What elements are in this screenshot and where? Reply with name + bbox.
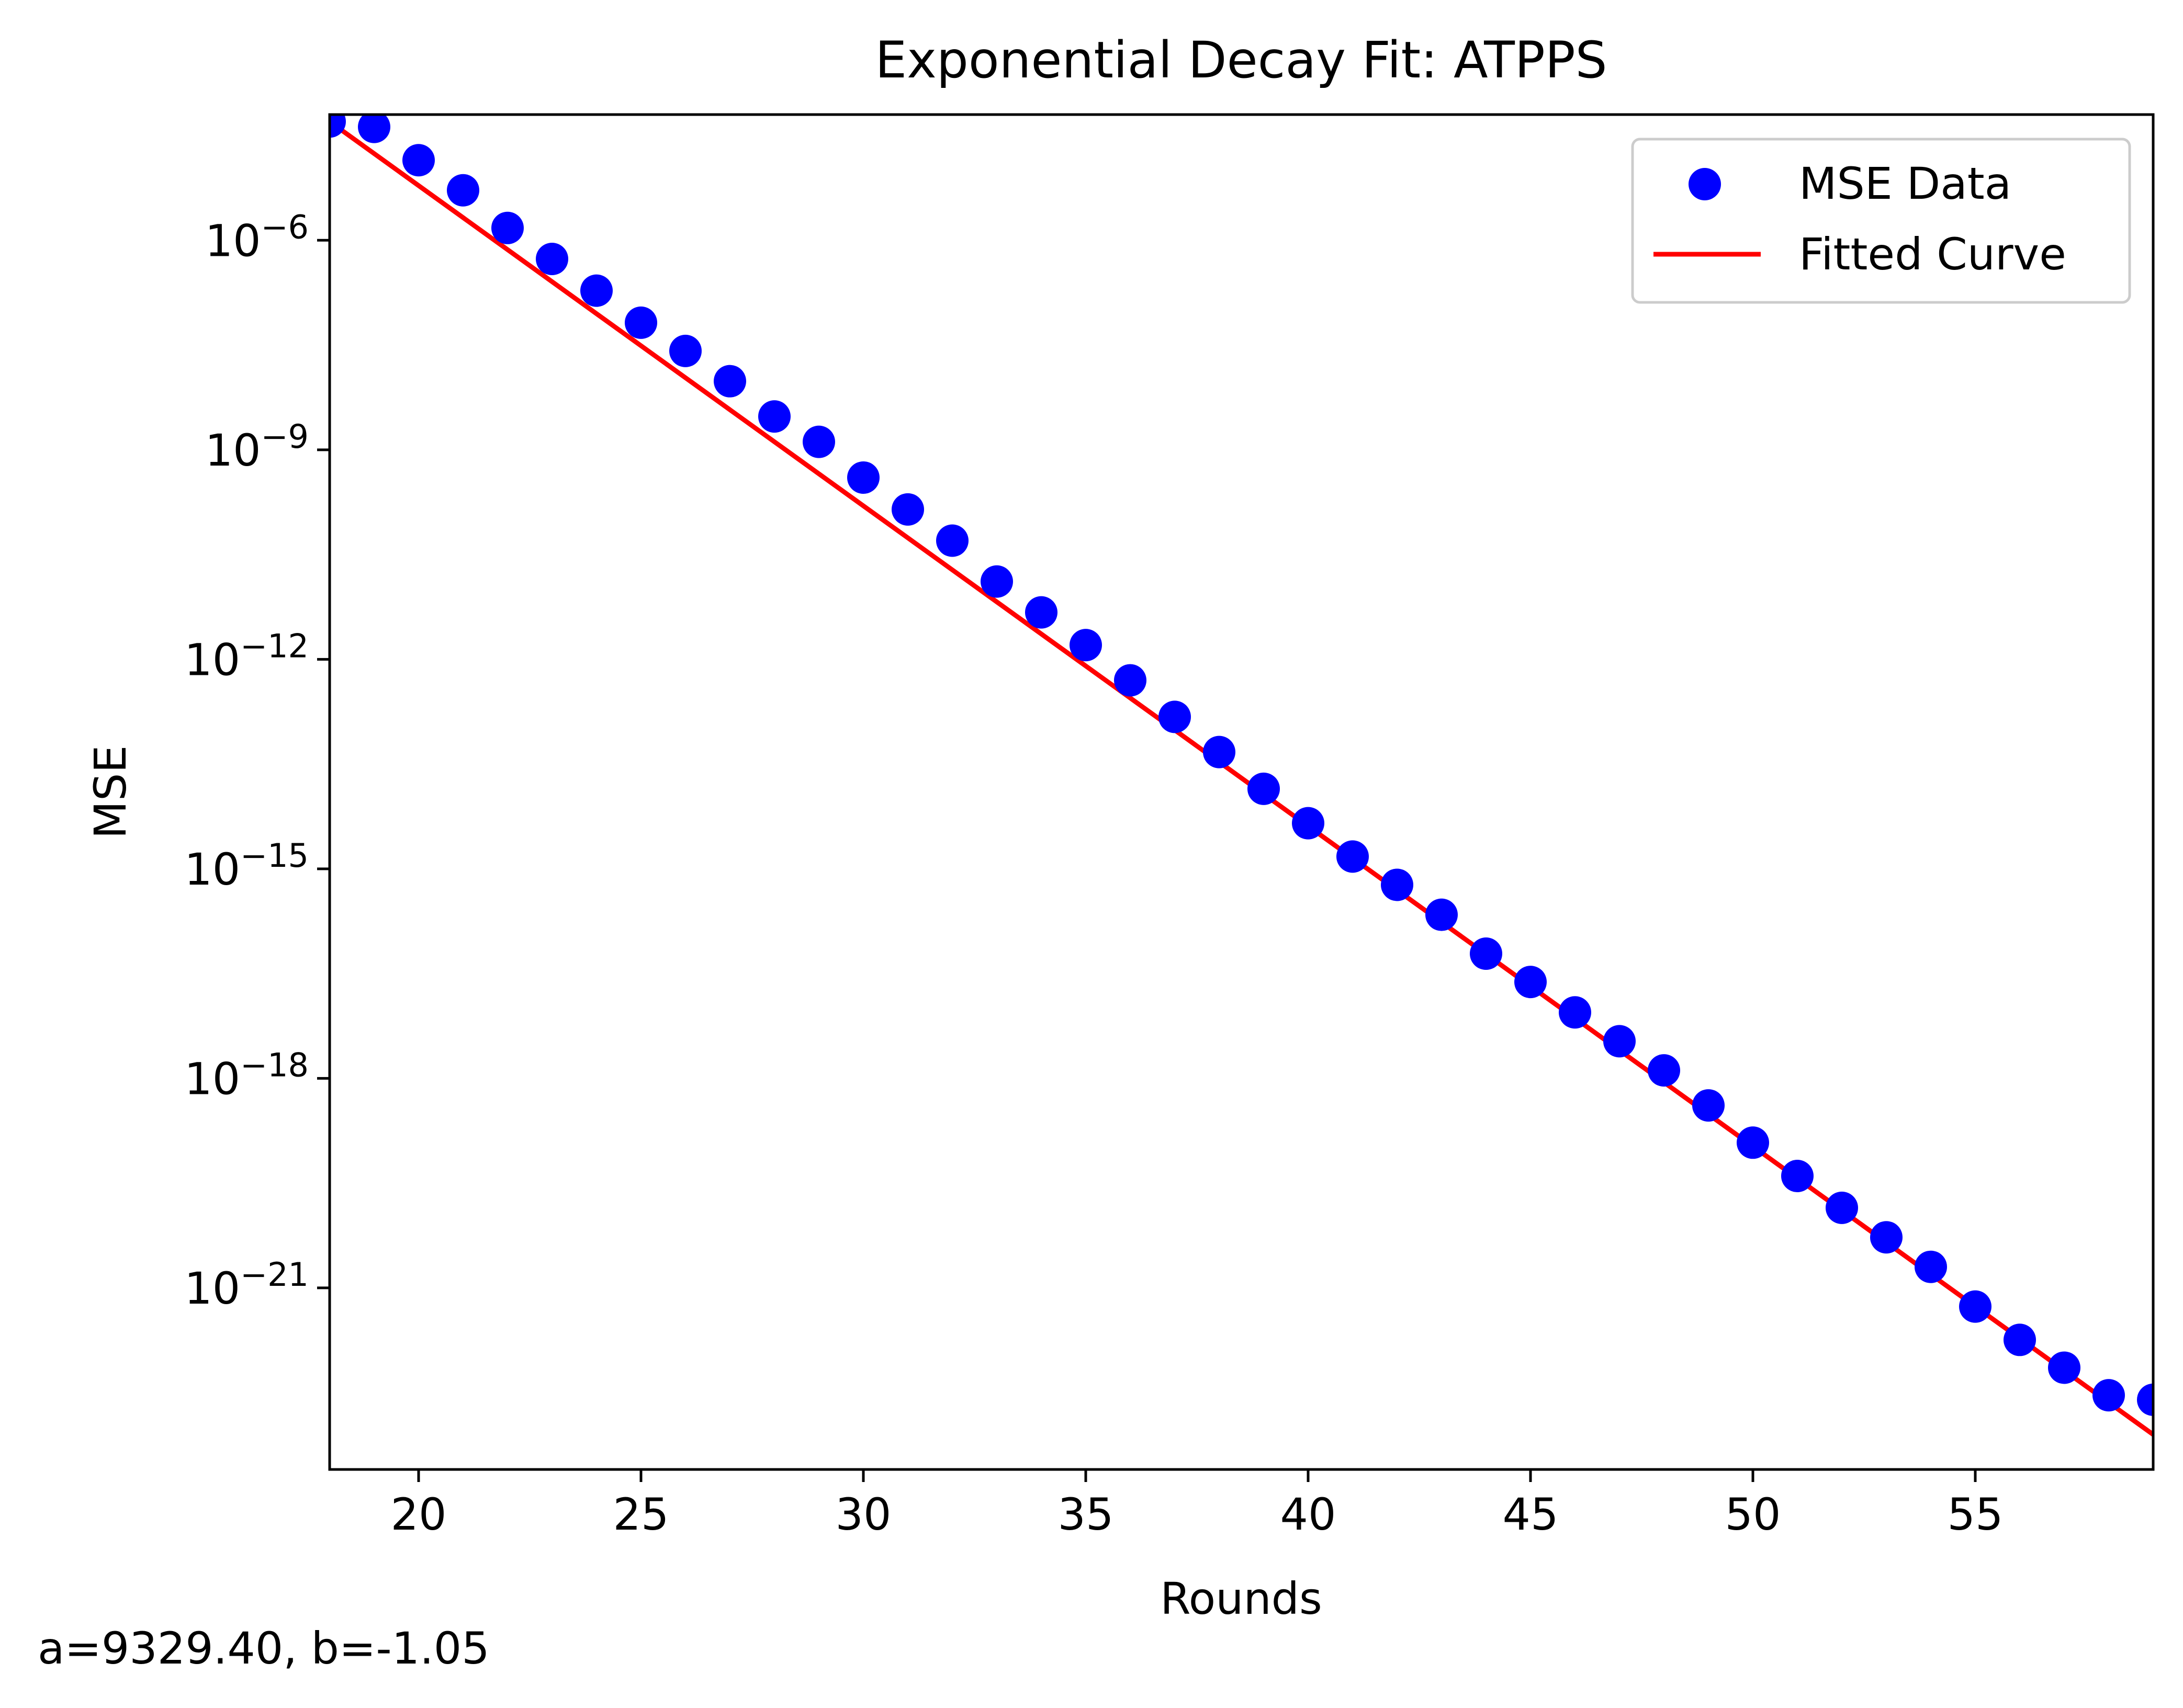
x-tick-label: 40 [1280, 1489, 1336, 1540]
y-tick-label: 10−21 [184, 1255, 309, 1314]
data-point [1648, 1054, 1680, 1087]
y-tick-label: 10−6 [205, 208, 309, 266]
x-axis-label: Rounds [1160, 1573, 1322, 1624]
data-point [1737, 1126, 1769, 1159]
plot-frame [328, 113, 2155, 1471]
legend-marker-mse-data [1689, 168, 1721, 200]
data-point [330, 115, 346, 138]
y-tick-label: 10−12 [184, 627, 309, 685]
data-point [1514, 966, 1547, 999]
chart-title: Exponential Decay Fit: ATPPS [875, 31, 1607, 89]
legend-label-mse-data: MSE Data [1799, 158, 2011, 209]
data-point [847, 461, 880, 494]
data-point [2092, 1379, 2125, 1412]
legend-box [1631, 138, 2131, 304]
data-point [2048, 1351, 2080, 1384]
data-point [1425, 898, 1458, 931]
data-point [2137, 1383, 2153, 1416]
data-point [1781, 1160, 1814, 1193]
data-point [1070, 629, 1102, 662]
data-point [1292, 807, 1324, 840]
x-tick-label: 35 [1058, 1489, 1114, 1540]
data-point [1247, 772, 1280, 805]
x-tick-label: 20 [391, 1489, 447, 1540]
y-axis: 10−6 10−9 10−12 10−15 10−18 10−21 [184, 208, 330, 1314]
data-point [1559, 996, 1591, 1029]
data-point [447, 174, 479, 207]
x-tick-label: 45 [1503, 1489, 1559, 1540]
data-point [1381, 868, 1413, 901]
x-tick-label: 55 [1948, 1489, 2004, 1540]
data-point [1114, 664, 1146, 697]
data-point [1203, 736, 1235, 768]
data-point [1336, 840, 1369, 873]
y-tick-label: 10−9 [205, 417, 309, 476]
data-point [981, 565, 1013, 598]
data-point [1870, 1221, 1903, 1254]
data-point [1826, 1191, 1858, 1224]
mse-data-series [330, 115, 2153, 1416]
data-point [1470, 937, 1502, 970]
data-point [936, 524, 969, 557]
x-axis: 20 25 30 35 40 45 50 55 [391, 1469, 2004, 1540]
data-point [669, 334, 702, 367]
data-point [758, 400, 791, 433]
data-point [358, 115, 390, 143]
data-point [1692, 1089, 1725, 1122]
y-axis-label: MSE [85, 745, 136, 839]
x-tick-label: 30 [836, 1489, 892, 1540]
y-tick-label: 10−15 [184, 836, 309, 895]
data-point [536, 243, 568, 276]
data-point [1158, 700, 1191, 733]
fit-parameters-annotation: a=9329.40, b=-1.05 [38, 1623, 490, 1674]
plot-area [330, 115, 2153, 1436]
legend: MSE Data Fitted Curve [1631, 138, 2131, 304]
data-point [1915, 1250, 1947, 1283]
x-tick-label: 25 [613, 1489, 669, 1540]
data-point [714, 365, 746, 398]
legend-label-fitted-curve: Fitted Curve [1799, 229, 2066, 280]
data-point [1959, 1290, 1991, 1323]
x-tick-label: 50 [1725, 1489, 1781, 1540]
data-point [491, 211, 524, 244]
data-point [625, 306, 657, 339]
data-point [892, 493, 924, 526]
y-tick-label: 10−18 [184, 1046, 309, 1104]
data-point [580, 274, 613, 307]
data-point [402, 144, 435, 177]
data-point [2004, 1324, 2036, 1356]
data-point [803, 425, 835, 458]
data-point [1603, 1025, 1636, 1058]
data-point [1025, 596, 1057, 629]
